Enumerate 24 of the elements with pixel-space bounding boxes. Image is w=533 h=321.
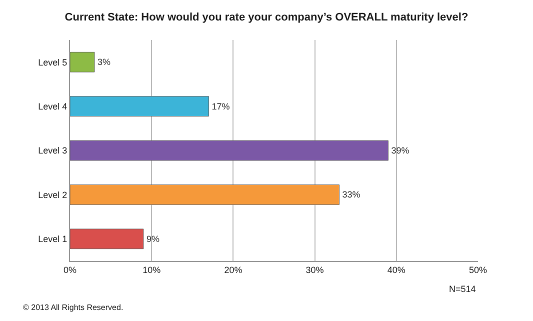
y-tick-label: Level 3 — [38, 146, 68, 156]
data-label: 17% — [212, 101, 230, 112]
bar — [70, 96, 209, 116]
x-tick-label: 50% — [468, 264, 488, 275]
chart-title: Current State: How would you rate your company’s OVERALL maturity level? — [64, 12, 468, 24]
text: © 2013 All Rights Reserved. — [23, 303, 124, 312]
data-label: 39% — [391, 146, 410, 156]
bar — [70, 140, 388, 161]
x-tick-label: 10% — [142, 264, 161, 275]
data-label: 3% — [97, 57, 110, 68]
x-tick-label: 40% — [387, 264, 406, 275]
bar — [70, 52, 95, 72]
text: N=514 — [449, 284, 476, 294]
x-tick-label: 30% — [306, 264, 324, 275]
data-label: 33% — [342, 190, 360, 200]
bar — [70, 228, 144, 250]
x-tick-label: 20% — [224, 264, 242, 275]
y-tick-label: Level 4 — [38, 101, 68, 112]
data-label: 9% — [146, 234, 160, 244]
y-tick-label: Level 1 — [38, 234, 68, 244]
x-tick-label: 0% — [63, 264, 77, 275]
y-tick-label: Level 5 — [38, 57, 68, 68]
y-tick-label: Level 2 — [38, 190, 68, 200]
bar — [70, 184, 340, 205]
